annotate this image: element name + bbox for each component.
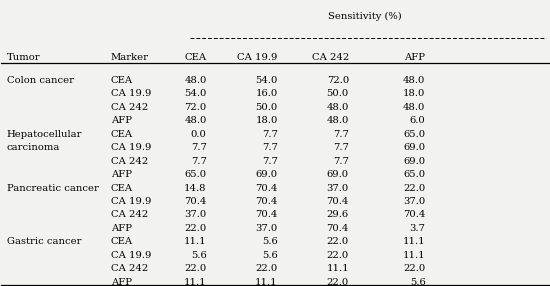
Text: 70.4: 70.4 (327, 224, 349, 233)
Text: 54.0: 54.0 (184, 90, 207, 98)
Text: CA 242: CA 242 (111, 210, 148, 219)
Text: AFP: AFP (111, 224, 132, 233)
Text: carcinoma: carcinoma (7, 143, 60, 152)
Text: 11.1: 11.1 (326, 264, 349, 273)
Text: 54.0: 54.0 (255, 76, 278, 85)
Text: 16.0: 16.0 (256, 90, 278, 98)
Text: 70.4: 70.4 (327, 197, 349, 206)
Text: 22.0: 22.0 (327, 237, 349, 246)
Text: 5.6: 5.6 (262, 237, 278, 246)
Text: AFP: AFP (111, 278, 132, 286)
Text: 6.0: 6.0 (410, 116, 426, 125)
Text: 50.0: 50.0 (327, 90, 349, 98)
Text: 11.1: 11.1 (184, 237, 207, 246)
Text: Pancreatic cancer: Pancreatic cancer (7, 184, 99, 192)
Text: CA 242: CA 242 (312, 53, 349, 62)
Text: 48.0: 48.0 (327, 103, 349, 112)
Text: CA 19.9: CA 19.9 (238, 53, 278, 62)
Text: 0.0: 0.0 (191, 130, 207, 139)
Text: 14.8: 14.8 (184, 184, 207, 192)
Text: CA 242: CA 242 (111, 157, 148, 166)
Text: 7.7: 7.7 (333, 130, 349, 139)
Text: 29.6: 29.6 (327, 210, 349, 219)
Text: AFP: AFP (111, 170, 132, 179)
Text: 70.4: 70.4 (184, 197, 207, 206)
Text: 3.7: 3.7 (410, 224, 426, 233)
Text: CEA: CEA (111, 76, 133, 85)
Text: 7.7: 7.7 (262, 130, 278, 139)
Text: 5.6: 5.6 (410, 278, 426, 286)
Text: CEA: CEA (111, 130, 133, 139)
Text: 7.7: 7.7 (262, 157, 278, 166)
Text: 11.1: 11.1 (403, 237, 426, 246)
Text: 22.0: 22.0 (184, 224, 207, 233)
Text: 69.0: 69.0 (327, 170, 349, 179)
Text: 48.0: 48.0 (184, 116, 207, 125)
Text: 11.1: 11.1 (184, 278, 207, 286)
Text: 69.0: 69.0 (403, 143, 426, 152)
Text: 18.0: 18.0 (403, 90, 426, 98)
Text: CA 19.9: CA 19.9 (111, 143, 151, 152)
Text: 72.0: 72.0 (327, 76, 349, 85)
Text: 5.6: 5.6 (262, 251, 278, 260)
Text: 69.0: 69.0 (256, 170, 278, 179)
Text: Tumor: Tumor (7, 53, 41, 62)
Text: 22.0: 22.0 (184, 264, 207, 273)
Text: 70.4: 70.4 (255, 197, 278, 206)
Text: 22.0: 22.0 (327, 278, 349, 286)
Text: Sensitivity (%): Sensitivity (%) (328, 12, 402, 21)
Text: 65.0: 65.0 (403, 130, 426, 139)
Text: CA 19.9: CA 19.9 (111, 90, 151, 98)
Text: 37.0: 37.0 (256, 224, 278, 233)
Text: 22.0: 22.0 (327, 251, 349, 260)
Text: 48.0: 48.0 (184, 76, 207, 85)
Text: 37.0: 37.0 (327, 184, 349, 192)
Text: Colon cancer: Colon cancer (7, 76, 74, 85)
Text: 7.7: 7.7 (333, 143, 349, 152)
Text: CA 19.9: CA 19.9 (111, 251, 151, 260)
Text: 7.7: 7.7 (262, 143, 278, 152)
Text: 22.0: 22.0 (256, 264, 278, 273)
Text: 69.0: 69.0 (403, 157, 426, 166)
Text: 70.4: 70.4 (403, 210, 426, 219)
Text: AFP: AFP (404, 53, 426, 62)
Text: 11.1: 11.1 (255, 278, 278, 286)
Text: 65.0: 65.0 (403, 170, 426, 179)
Text: 72.0: 72.0 (184, 103, 207, 112)
Text: CEA: CEA (184, 53, 207, 62)
Text: 48.0: 48.0 (403, 103, 426, 112)
Text: 11.1: 11.1 (403, 251, 426, 260)
Text: Gastric cancer: Gastric cancer (7, 237, 81, 246)
Text: 70.4: 70.4 (255, 210, 278, 219)
Text: CA 242: CA 242 (111, 103, 148, 112)
Text: AFP: AFP (111, 116, 132, 125)
Text: Hepatocellular: Hepatocellular (7, 130, 82, 139)
Text: 50.0: 50.0 (256, 103, 278, 112)
Text: 65.0: 65.0 (184, 170, 207, 179)
Text: 70.4: 70.4 (255, 184, 278, 192)
Text: 7.7: 7.7 (191, 143, 207, 152)
Text: 48.0: 48.0 (327, 116, 349, 125)
Text: 5.6: 5.6 (191, 251, 207, 260)
Text: 37.0: 37.0 (184, 210, 207, 219)
Text: CA 242: CA 242 (111, 264, 148, 273)
Text: 22.0: 22.0 (403, 184, 426, 192)
Text: 37.0: 37.0 (403, 197, 426, 206)
Text: 7.7: 7.7 (333, 157, 349, 166)
Text: Marker: Marker (111, 53, 149, 62)
Text: CA 19.9: CA 19.9 (111, 197, 151, 206)
Text: 48.0: 48.0 (403, 76, 426, 85)
Text: 7.7: 7.7 (191, 157, 207, 166)
Text: 22.0: 22.0 (403, 264, 426, 273)
Text: CEA: CEA (111, 184, 133, 192)
Text: CEA: CEA (111, 237, 133, 246)
Text: 18.0: 18.0 (255, 116, 278, 125)
